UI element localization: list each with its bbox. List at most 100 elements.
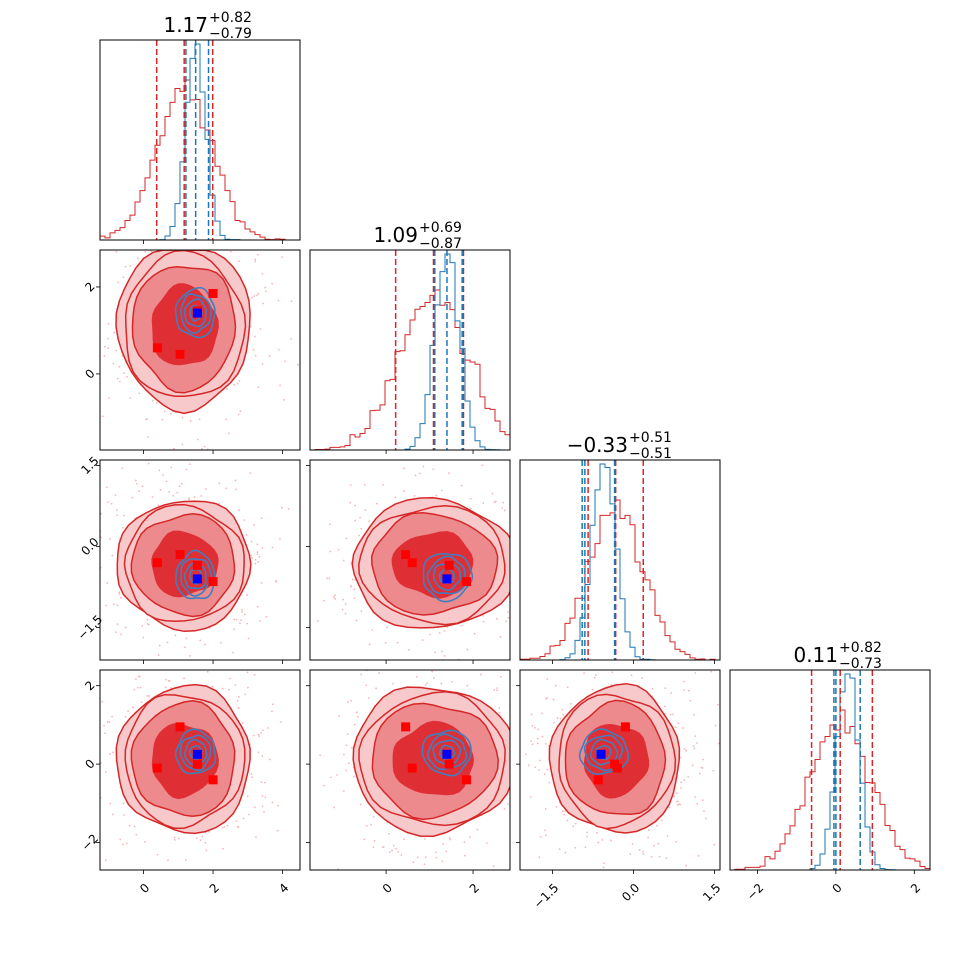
sample-point	[116, 377, 119, 380]
sample-point	[356, 715, 359, 718]
histogram-panel-1: 1.17 +0.82−0.79	[99, 10, 301, 241]
sample-point	[176, 491, 179, 494]
sample-point	[249, 472, 252, 475]
sample-point	[675, 840, 678, 843]
sample-point	[630, 674, 633, 677]
sample-point	[493, 501, 496, 504]
truth-marker-wide	[401, 722, 411, 732]
sample-point	[247, 686, 249, 689]
sample-point	[407, 648, 410, 651]
sample-point	[111, 554, 114, 557]
sample-point	[119, 380, 121, 383]
panel-title-plus: +0.51	[629, 430, 672, 446]
sample-point	[661, 819, 663, 822]
sample-point	[482, 614, 484, 617]
sample-point	[111, 715, 114, 718]
sample-point	[254, 558, 257, 561]
contour-narrow-3	[432, 562, 462, 592]
sample-point	[161, 418, 164, 421]
sample-point	[595, 876, 597, 878]
sample-point	[159, 488, 162, 491]
sample-point	[124, 626, 127, 629]
sample-point	[338, 715, 340, 717]
sample-point	[514, 593, 516, 595]
sample-point	[118, 593, 121, 595]
sample-point	[265, 290, 267, 293]
sample-point	[685, 864, 688, 867]
x-tick-label: −1.5	[531, 881, 562, 912]
sample-point	[345, 744, 348, 747]
sample-point	[345, 769, 348, 772]
sample-point	[329, 550, 332, 553]
sample-point	[343, 753, 345, 756]
sample-point	[101, 415, 104, 418]
contour-narrow-2	[180, 557, 213, 597]
sample-point	[111, 813, 114, 816]
sample-point	[246, 594, 248, 596]
sample-point	[267, 727, 270, 729]
sample-point	[384, 641, 387, 644]
sample-point	[138, 392, 141, 395]
sample-point	[440, 682, 443, 685]
sample-point	[204, 841, 207, 844]
sample-point	[232, 651, 234, 654]
sample-point	[539, 759, 541, 762]
y-tick-label: −2	[79, 831, 101, 853]
sample-point	[143, 840, 146, 843]
panel-bg	[730, 670, 930, 870]
sample-point	[341, 608, 344, 611]
sample-point	[239, 456, 241, 458]
sample-point	[498, 711, 501, 714]
scatter-panel-4-2	[309, 669, 519, 884]
sample-point	[396, 641, 399, 644]
sample-point	[394, 496, 397, 499]
sample-point	[665, 857, 668, 860]
sample-point	[104, 859, 107, 862]
sample-point	[115, 349, 117, 352]
sample-point	[677, 722, 680, 725]
sample-point	[443, 882, 445, 884]
sample-point	[271, 282, 274, 285]
sample-point	[174, 838, 176, 841]
sample-point	[546, 768, 549, 771]
sample-point	[694, 672, 697, 674]
sample-point	[264, 781, 266, 784]
sample-point	[388, 832, 390, 835]
sample-point	[167, 859, 169, 862]
histogram-wide	[730, 709, 931, 871]
sample-point	[121, 355, 124, 357]
sample-point	[722, 748, 724, 750]
y-tick-label: 2	[82, 678, 97, 693]
truth-marker-wide	[152, 558, 162, 568]
sample-point	[271, 710, 273, 713]
sample-point	[120, 596, 122, 599]
x-tick-label: 2	[207, 881, 222, 896]
sample-point	[469, 836, 472, 838]
panel-contents	[319, 670, 519, 884]
scatter-panel-3-2	[309, 459, 516, 661]
sample-point	[675, 726, 677, 729]
sample-point	[460, 624, 463, 627]
sample-point	[261, 795, 264, 797]
sample-point	[68, 373, 70, 375]
sample-point	[595, 831, 598, 834]
sample-point	[352, 775, 355, 778]
sample-point	[558, 848, 561, 851]
sample-point	[432, 676, 435, 679]
sample-point	[448, 837, 451, 839]
sample-point	[517, 691, 519, 693]
sample-point	[373, 839, 376, 842]
sample-point	[226, 824, 229, 827]
sample-point	[344, 612, 347, 615]
contour-narrow-3	[432, 739, 462, 766]
sample-point	[334, 597, 337, 600]
sample-point	[514, 774, 516, 776]
sample-point	[116, 514, 119, 517]
sample-point	[355, 619, 358, 622]
contour-narrow-1	[421, 729, 472, 777]
sample-point	[675, 800, 678, 803]
sample-point	[250, 554, 253, 557]
sample-point	[481, 464, 484, 467]
sample-point	[116, 662, 118, 664]
sample-point	[546, 697, 549, 699]
